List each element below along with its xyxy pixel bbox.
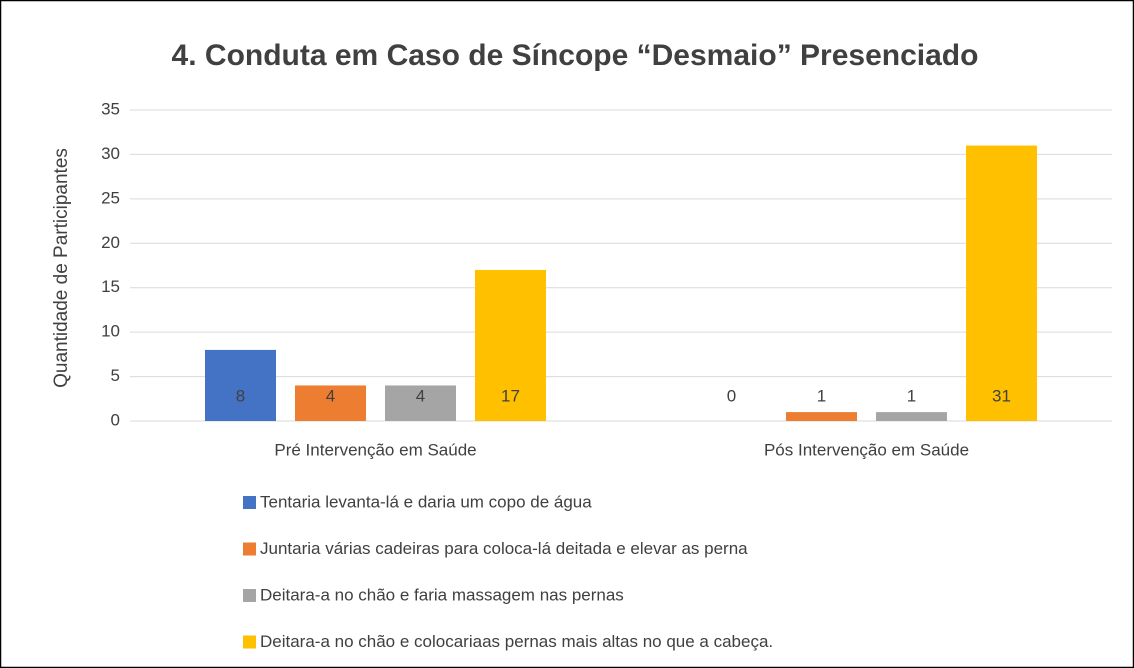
data-label: 8 (236, 386, 245, 405)
legend-swatch (243, 635, 256, 649)
y-tick-label: 15 (101, 277, 120, 296)
legend-swatch (243, 496, 256, 509)
data-label: 1 (817, 386, 826, 405)
bar (475, 269, 546, 421)
legend-swatch (243, 589, 256, 602)
bar (385, 385, 456, 421)
data-label: 4 (326, 386, 335, 405)
data-label: 0 (727, 386, 736, 405)
legend-label: Deitara-a no chão e colocariaas pernas m… (260, 632, 773, 651)
bar (786, 412, 857, 421)
y-axis-label: Quantidade de Participantes (51, 148, 72, 388)
y-tick-label: 10 (101, 322, 120, 341)
legend-label: Deitara-a no chão e faria massagem nas p… (260, 585, 624, 604)
legend-label: Tentaria levanta-lá e daria um copo de á… (260, 492, 592, 511)
y-tick-label: 35 (101, 99, 120, 118)
bar (966, 145, 1037, 422)
data-label: 4 (416, 386, 425, 405)
chart-title: 4. Conduta em Caso de Síncope “Desmaio” … (172, 39, 979, 72)
y-tick-label: 30 (101, 144, 120, 163)
legend-label: Juntaria várias cadeiras para coloca-lá … (260, 539, 748, 558)
data-label: 1 (907, 386, 916, 405)
bar (295, 385, 366, 421)
y-tick-label: 5 (111, 366, 120, 385)
legend-swatch (243, 542, 256, 556)
data-label: 17 (501, 386, 520, 405)
y-tick-label: 25 (101, 188, 120, 207)
y-tick-label: 0 (111, 410, 120, 429)
x-tick-label: Pós Intervenção em Saúde (764, 440, 969, 459)
bar (205, 349, 276, 421)
y-tick-label: 20 (101, 233, 120, 252)
bar (876, 412, 947, 421)
x-tick-label: Pré Intervenção em Saúde (274, 440, 476, 459)
data-label: 31 (992, 386, 1011, 405)
